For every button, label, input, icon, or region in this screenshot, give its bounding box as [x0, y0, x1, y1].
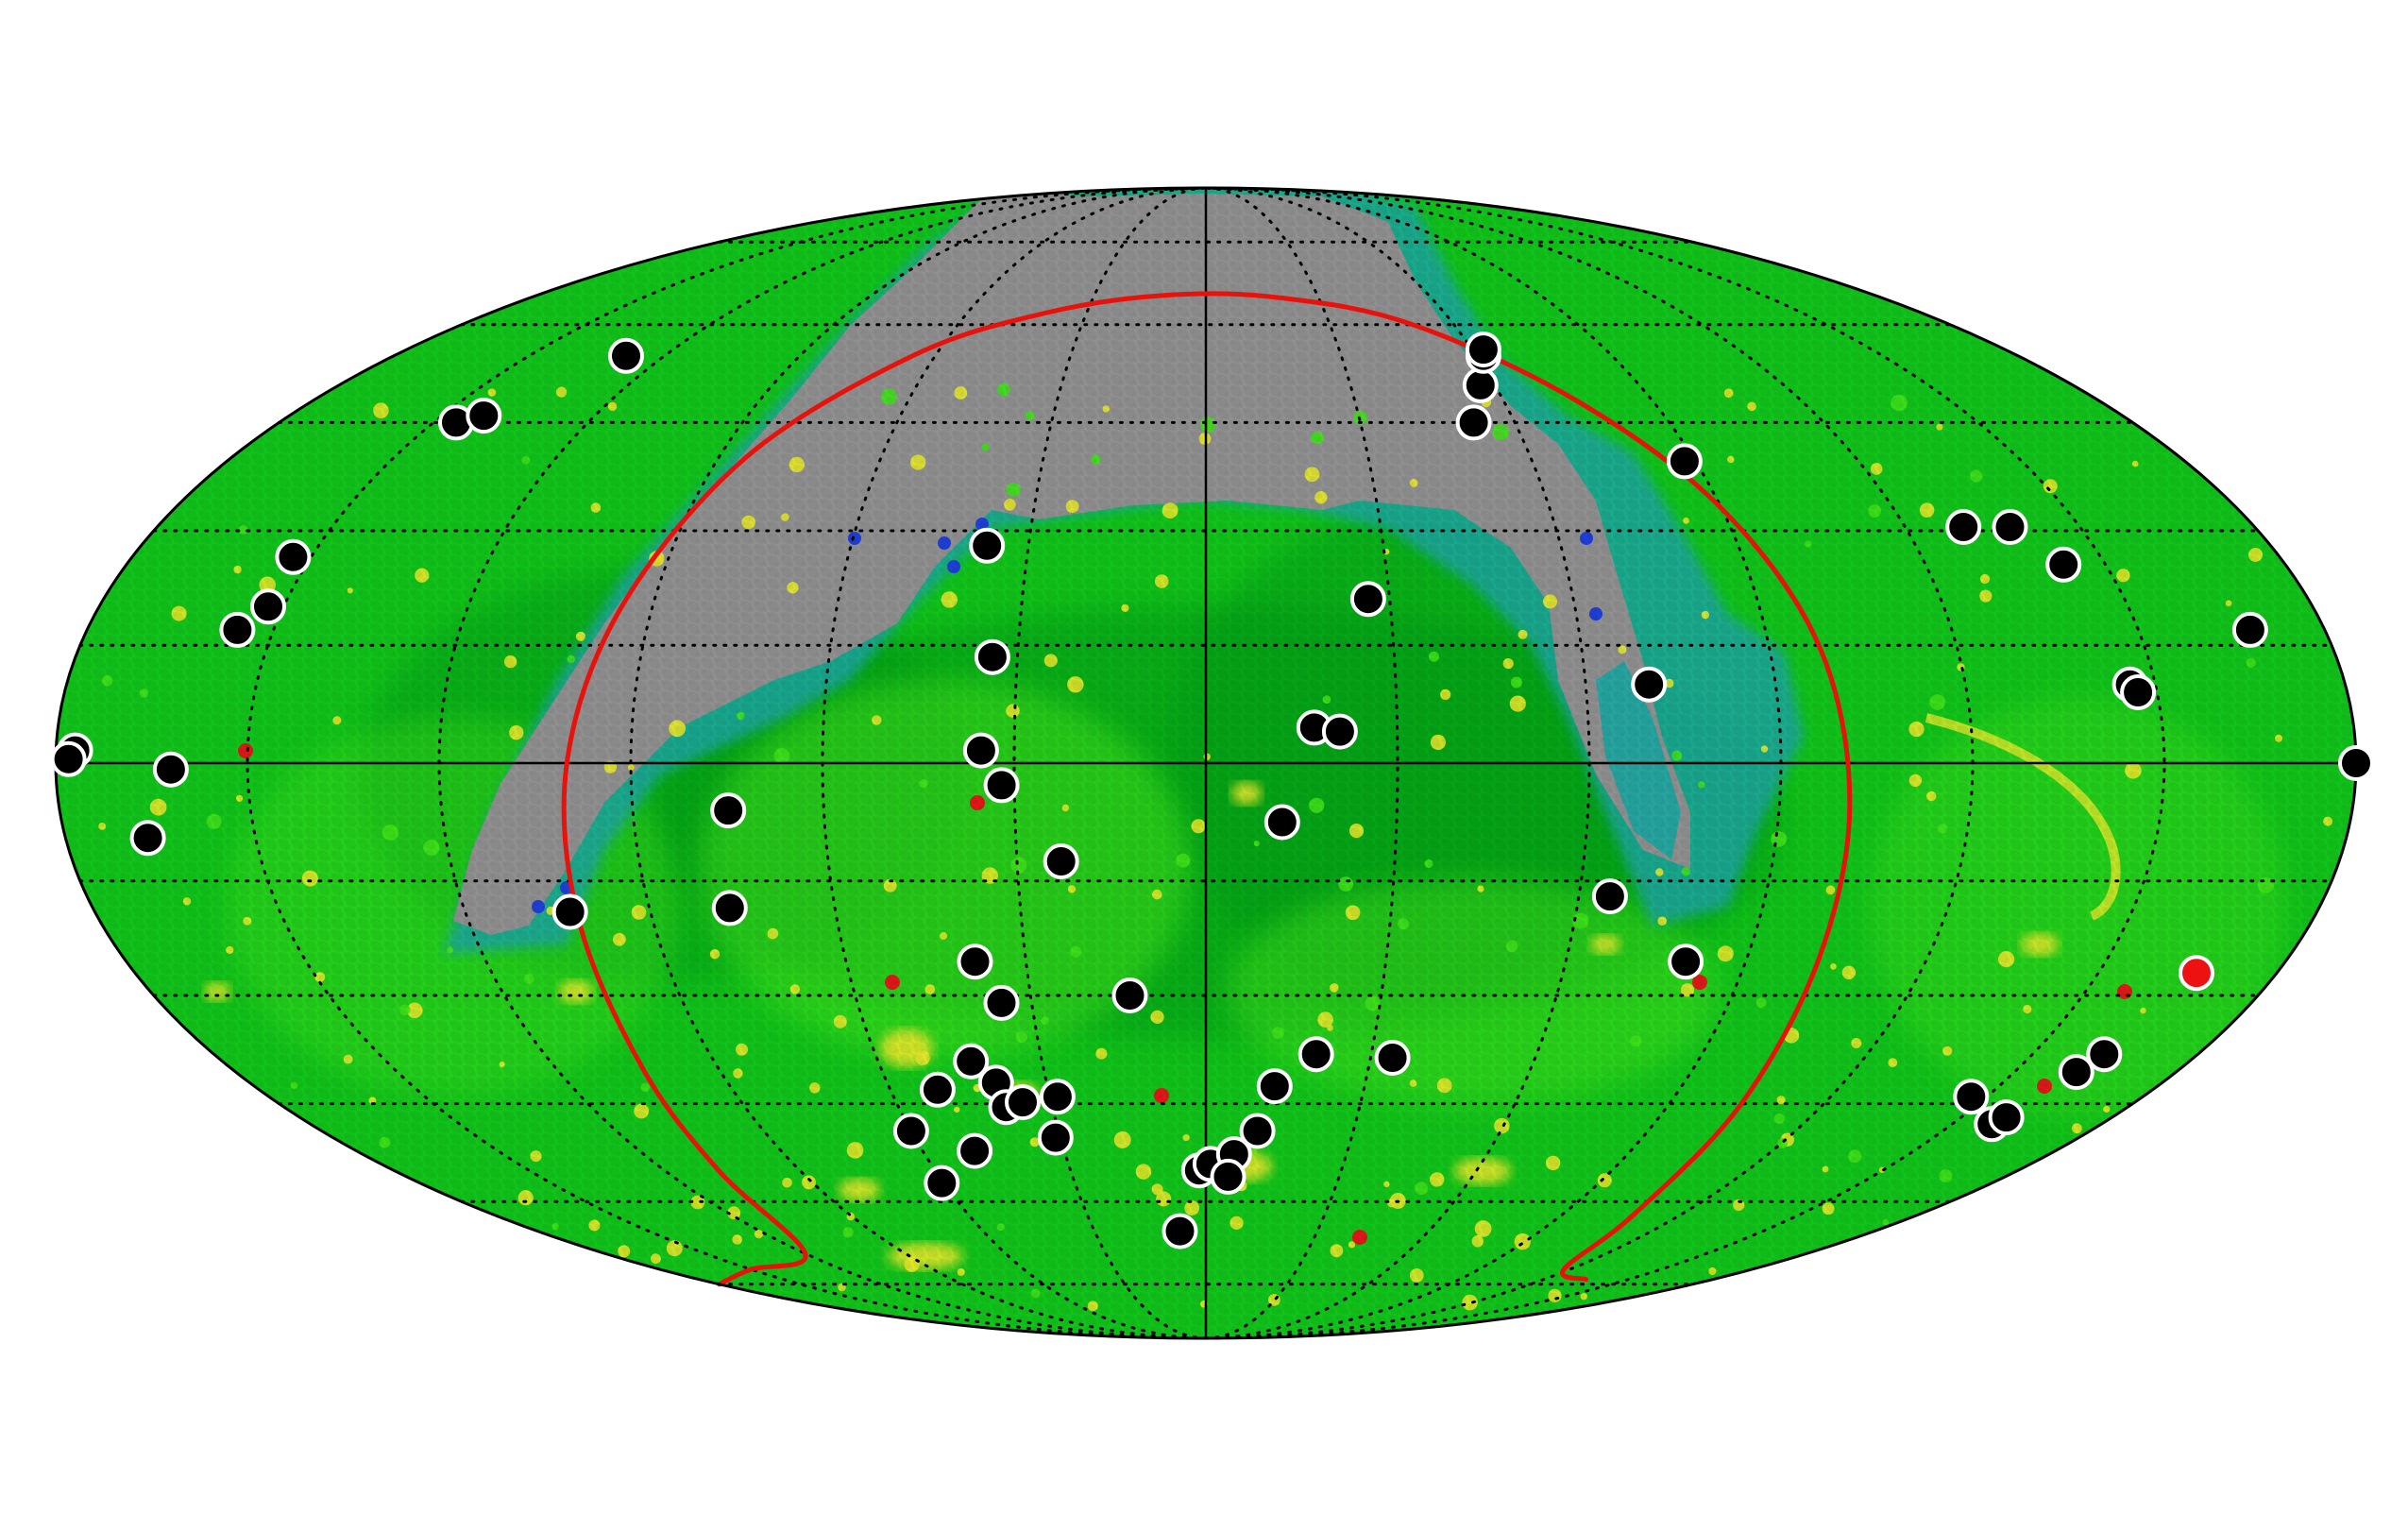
source-marker [466, 398, 502, 434]
source-marker [1666, 443, 1703, 480]
source-marker [1668, 944, 1704, 980]
source-marker [953, 1043, 990, 1080]
source-marker [983, 767, 1020, 804]
source-marker [2086, 1036, 2123, 1073]
source-marker [919, 1071, 956, 1108]
source-marker [1992, 509, 2028, 545]
source-marker [275, 538, 312, 575]
source-marker [1349, 581, 1386, 618]
source-marker [551, 893, 588, 930]
source-marker [50, 740, 87, 777]
source-marker [1210, 1158, 1246, 1195]
source-marker [2045, 546, 2082, 583]
source-marker [219, 611, 256, 648]
source-marker [129, 820, 166, 857]
source-marker [1039, 1079, 1076, 1115]
source-marker [2338, 745, 2374, 781]
source-marker [892, 1113, 929, 1149]
source-marker [962, 732, 999, 769]
source-marker [1239, 1113, 1276, 1149]
source-marker [957, 1132, 993, 1169]
source-marker [608, 337, 644, 374]
source-marker [1111, 978, 1148, 1013]
source-marker [969, 527, 1006, 564]
source-marker [1256, 1068, 1293, 1105]
source-marker [983, 984, 1020, 1021]
source-marker [974, 638, 1010, 675]
source-marker [924, 1164, 960, 1201]
source-marker [1263, 804, 1300, 841]
source-marker [1297, 1036, 1334, 1073]
source-marker [1953, 1079, 1990, 1115]
graticule-grid [54, 186, 2358, 1340]
source-marker [1321, 713, 1358, 750]
source-marker [957, 944, 993, 980]
source-marker [1631, 666, 1668, 703]
source-marker [1455, 404, 1492, 441]
source-marker [250, 588, 286, 625]
source-marker [2231, 611, 2268, 648]
source-marker [1945, 509, 1982, 545]
source-marker [1591, 878, 1628, 915]
source-marker [1374, 1040, 1411, 1076]
red-boundary-curve [561, 291, 1853, 1287]
source-marker [1043, 843, 1079, 879]
highlighted-source-marker [2179, 955, 2214, 992]
source-marker [711, 890, 748, 926]
source-marker [710, 792, 747, 829]
source-marker [2058, 1054, 2094, 1091]
source-marker [152, 751, 189, 788]
source-marker [2120, 674, 2157, 710]
source-marker [1462, 366, 1499, 403]
source-marker [1162, 1213, 1198, 1250]
source-marker [1005, 1084, 1041, 1121]
source-marker [1988, 1099, 2025, 1136]
source-marker [1037, 1119, 1074, 1156]
source-markers [50, 332, 2374, 1250]
source-marker [1465, 332, 1501, 368]
